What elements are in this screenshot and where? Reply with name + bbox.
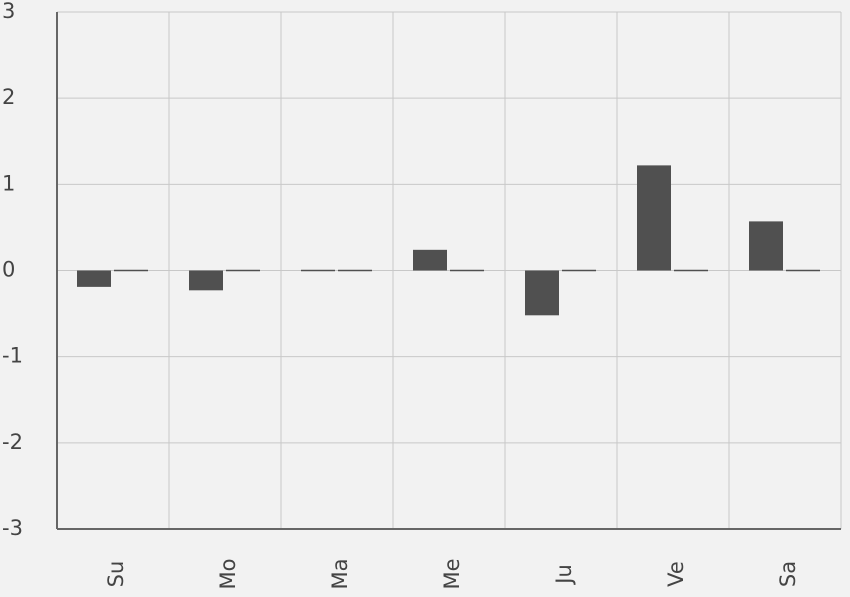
bar [301, 269, 335, 272]
bar [226, 269, 260, 272]
x-tick-label: Ma [328, 559, 352, 590]
bar [525, 270, 559, 316]
y-tick-label: 2 [2, 85, 15, 109]
bar [413, 249, 447, 271]
y-tick-label: -1 [2, 344, 23, 368]
y-tick-label: 1 [2, 171, 15, 195]
bar [114, 269, 148, 272]
bar [749, 221, 783, 271]
x-tick-label: Me [440, 558, 464, 589]
x-tick-label: Mo [216, 559, 240, 590]
bar [674, 269, 708, 272]
bar [786, 269, 820, 272]
x-tick-label: Su [104, 561, 128, 588]
y-tick-label: -3 [2, 516, 23, 540]
bar [637, 165, 671, 271]
x-tick-label: Sa [776, 561, 800, 587]
bar [338, 269, 372, 272]
y-tick-label: 3 [2, 0, 15, 23]
y-tick-label: 0 [2, 258, 15, 282]
y-tick-label: -2 [2, 430, 23, 454]
bar [562, 269, 596, 272]
x-tick-label: Ju [552, 564, 576, 586]
x-tick-label: Ve [664, 561, 688, 587]
bar [450, 269, 484, 272]
bar [189, 270, 223, 291]
bar [77, 270, 111, 287]
